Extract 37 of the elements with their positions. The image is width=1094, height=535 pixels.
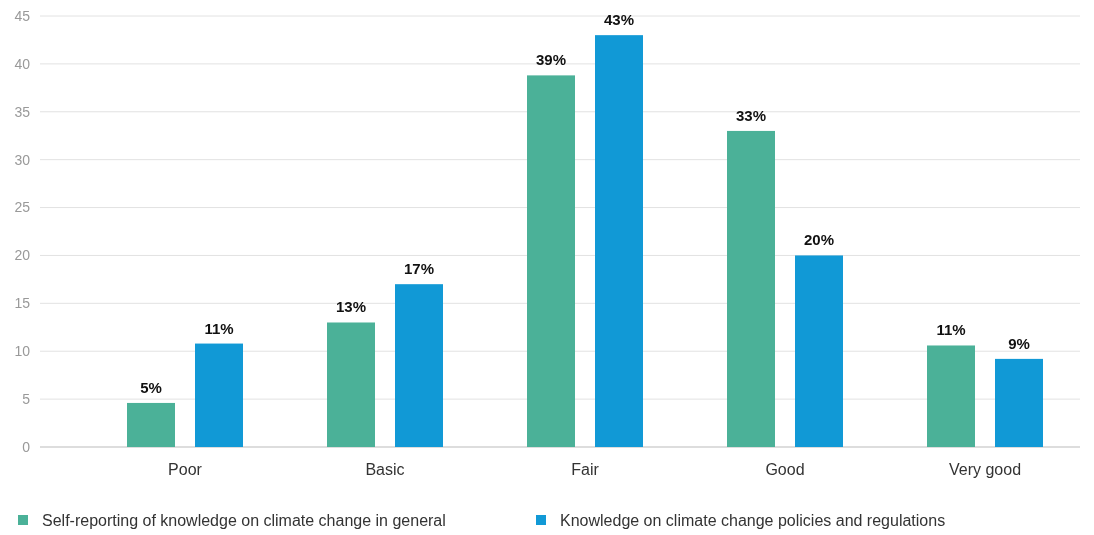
x-tick-label: Good xyxy=(765,461,805,478)
y-tick-label: 5 xyxy=(22,391,31,408)
bar xyxy=(127,402,175,447)
x-tick-label: Basic xyxy=(365,461,405,478)
data-label: 39% xyxy=(535,51,567,69)
y-tick-label: 20 xyxy=(14,247,31,264)
data-label: 20% xyxy=(803,231,835,249)
y-tick-label: 35 xyxy=(14,103,31,120)
bar xyxy=(995,358,1043,447)
data-label: 17% xyxy=(403,260,435,278)
data-label: 5% xyxy=(140,378,162,396)
bar xyxy=(527,75,575,447)
legend-label: Knowledge on climate change policies and regulations xyxy=(560,511,946,529)
y-tick-label: 10 xyxy=(14,343,31,360)
data-label: 43% xyxy=(603,11,635,29)
bar xyxy=(727,130,775,447)
bar xyxy=(327,322,375,447)
bar xyxy=(927,345,975,447)
data-label: 9% xyxy=(1008,334,1030,352)
legend-label: Self-reporting of knowledge on climate change in general xyxy=(42,511,446,529)
data-label: 11% xyxy=(204,319,234,337)
y-tick-label: 15 xyxy=(14,295,31,312)
x-tick-label: Poor xyxy=(168,461,203,478)
bar xyxy=(395,284,443,447)
y-tick-label: 40 xyxy=(14,55,31,72)
y-tick-label: 45 xyxy=(14,7,31,24)
x-tick-label: Very good xyxy=(948,461,1022,478)
data-label: 11% xyxy=(936,321,966,339)
y-tick-label: 30 xyxy=(14,151,31,168)
data-label: 13% xyxy=(335,298,367,316)
bar xyxy=(595,35,643,447)
bar xyxy=(795,255,843,447)
x-tick-label: Fair xyxy=(571,461,600,478)
y-tick-label: 0 xyxy=(22,438,31,455)
y-tick-label: 25 xyxy=(14,199,31,216)
data-label: 33% xyxy=(735,106,767,124)
bar xyxy=(195,343,243,447)
